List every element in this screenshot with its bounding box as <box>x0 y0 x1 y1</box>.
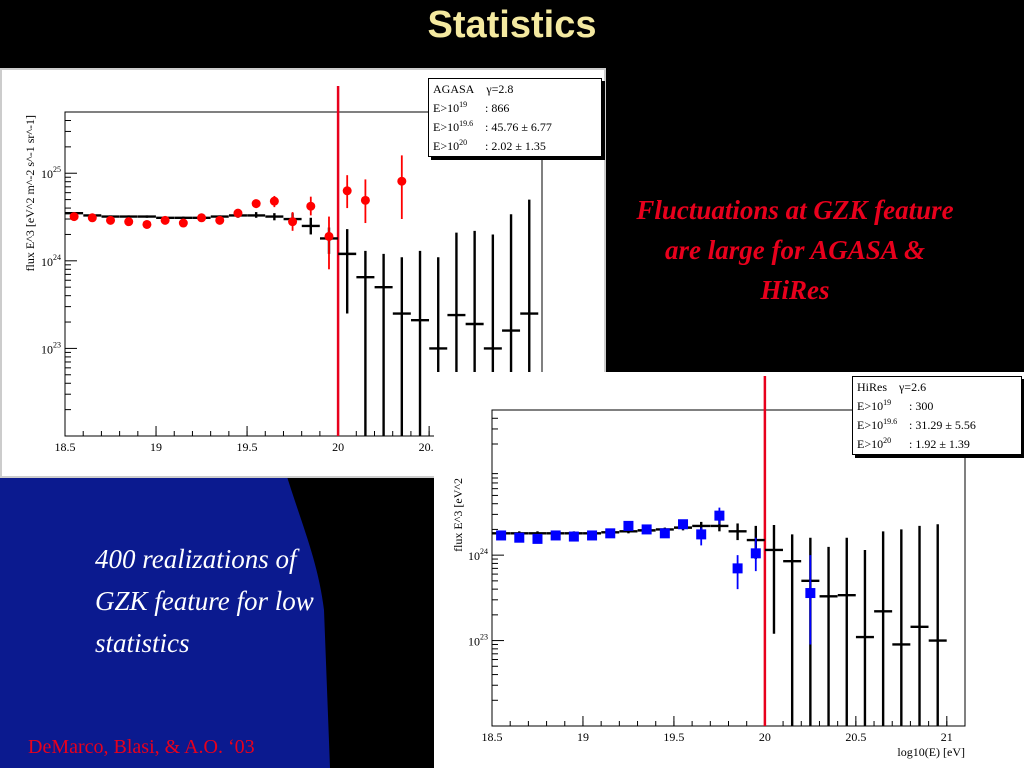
realizations-caption: 400 realizations of GZK feature for low … <box>95 544 314 658</box>
data-point <box>142 219 152 229</box>
data-point <box>605 528 616 539</box>
data-point <box>623 520 634 531</box>
stats-gamma: γ=2.6 <box>899 380 927 394</box>
data-point <box>714 510 725 521</box>
data-point <box>360 195 370 205</box>
data-point <box>178 218 188 228</box>
data-point <box>251 199 261 209</box>
x-axis-label: log10(E) [eV] <box>897 745 965 759</box>
x-tick-label: 19.5 <box>663 730 684 744</box>
data-point <box>587 530 598 541</box>
stats-row-label: E>1020 <box>433 138 468 153</box>
x-tick-label: 19.5 <box>237 440 258 454</box>
hires-stats-box: HiRes γ=2.6 E>1019 : 300 E>1019.6 : 31.29 … <box>852 376 1022 455</box>
citation-credit: DeMarco, Blasi, & A.O. ‘03 <box>28 736 255 758</box>
slide-title: Statistics <box>427 4 597 46</box>
data-point <box>215 215 225 225</box>
data-point <box>269 196 279 206</box>
x-tick-label: 19 <box>150 440 162 454</box>
data-point <box>641 524 652 535</box>
data-point <box>306 201 316 211</box>
data-point <box>124 217 134 227</box>
stats-row-label: E>1019.6 <box>433 119 474 134</box>
stats-row-value: : 2.02 ± 1.35 <box>485 139 546 153</box>
data-point <box>659 528 670 539</box>
stats-gamma: γ=2.8 <box>486 82 514 96</box>
hires-chart: 18.5 19 19.5 20 20.5 21 1024 1023 log10(E) [eV] f… <box>451 376 966 759</box>
data-point <box>805 588 816 599</box>
hires-plot-panel: 18.5 19 19.5 20 20.5 21 1024 1023 log10(E) [eV] f… <box>434 372 1024 768</box>
x-tick-label: 20.5 <box>845 730 866 744</box>
y-tick-label: 1023 <box>468 633 488 649</box>
data-point <box>696 529 707 540</box>
stats-row-label: E>1020 <box>857 436 892 451</box>
y-tick-label: 1025 <box>41 165 61 181</box>
stats-row-value: : 866 <box>485 101 510 115</box>
data-point <box>397 176 407 186</box>
data-point <box>69 212 79 222</box>
y-tick-label: 1024 <box>41 253 61 269</box>
data-point <box>87 213 97 223</box>
stats-row-value: : 31.29 ± 5.56 <box>909 418 976 432</box>
gzk-fluctuation-caption: Fluctuations at GZK feature are large fo… <box>636 195 954 305</box>
data-point <box>197 213 207 223</box>
agasa-stats-box: AGASA γ=2.8 E>1019 : 866 E>1019.6 : 45.76 … <box>428 78 602 157</box>
data-point <box>342 186 352 196</box>
data-point <box>514 532 525 543</box>
y-axis-label: flux E^3 [eV^2 <box>451 478 465 552</box>
stats-row-value: : 45.76 ± 6.77 <box>485 120 552 134</box>
stats-row-value: : 300 <box>909 399 934 413</box>
x-tick-label: 20 <box>332 440 344 454</box>
data-point <box>750 548 761 559</box>
data-point <box>324 231 334 241</box>
data-point <box>678 519 689 530</box>
stats-name: AGASA <box>433 82 475 96</box>
data-point <box>732 563 743 574</box>
data-point <box>496 530 507 541</box>
x-tick-label: 18.5 <box>55 440 76 454</box>
x-tick-label: 19 <box>577 730 589 744</box>
stats-row-label: E>1019 <box>857 398 892 413</box>
stats-name: HiRes <box>857 380 887 394</box>
data-point <box>550 530 561 541</box>
stats-row-label: E>1019.6 <box>857 417 898 432</box>
stats-row-value: : 1.92 ± 1.39 <box>909 437 970 451</box>
y-axis-label: flux E^3 [eV^2 m^-2 s^-1 sr^-1] <box>23 115 37 271</box>
data-point <box>106 215 116 225</box>
stats-row-label: E>1019 <box>433 100 468 115</box>
data-point <box>288 217 298 227</box>
data-point <box>160 215 170 225</box>
x-tick-label: 21 <box>941 730 953 744</box>
y-tick-label: 1024 <box>468 547 488 563</box>
data-point <box>568 531 579 542</box>
y-tick-label: 1023 <box>41 340 61 356</box>
data-point <box>233 208 243 218</box>
data-point <box>532 533 543 544</box>
x-tick-label: 18.5 <box>482 730 503 744</box>
plot-frame <box>491 409 966 727</box>
x-tick-label: 20 <box>759 730 771 744</box>
